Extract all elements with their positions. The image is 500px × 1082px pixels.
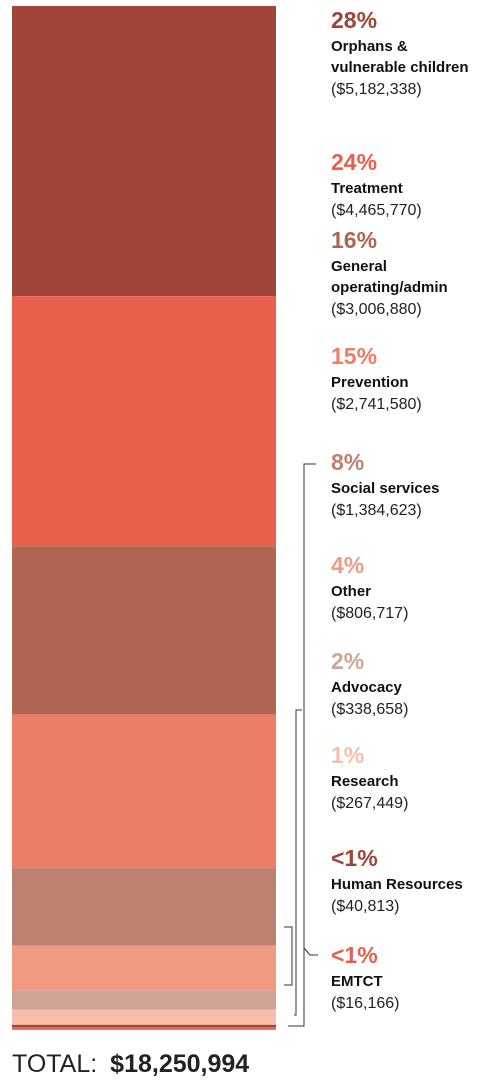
bar-segment-9 [12,1024,276,1028]
bar-segment-2 [12,296,276,547]
segment-label-3-line-2: operating/admin [331,279,448,296]
bracket-pointer [303,947,318,956]
bar-segment-4 [12,714,276,869]
segment-amount-3: ($3,006,880) [331,301,422,318]
segment-label-7-line-1: Advocacy [331,679,403,696]
bar-segment-5 [12,868,276,946]
segment-percent-3: 16% [331,227,377,253]
segment-label-1-line-1: Orphans & [331,38,408,55]
bar-segment-6 [12,945,276,991]
segment-percent-5: 8% [331,449,364,475]
segment-amount-1: ($5,182,338) [331,81,422,98]
segment-percent-4: 15% [331,343,377,369]
bracket-inner [284,926,293,986]
segment-label-10-line-1: EMTCT [331,973,383,990]
stacked-bar [12,6,276,1030]
total-label: TOTAL: [12,1050,97,1078]
segment-amount-7: ($338,658) [331,701,408,718]
total-row: TOTAL: $18,250,994 [12,1050,249,1078]
segment-percent-1: 28% [331,7,377,33]
segment-label-6-line-1: Other [331,583,371,600]
segment-percent-8: 1% [331,742,364,768]
segment-label-8-line-1: Research [331,773,399,790]
segment-label-5-line-1: Social services [331,480,439,497]
segment-label-1-line-2: vulnerable children [331,59,469,76]
segment-amount-2: ($4,465,770) [331,202,422,219]
bracket-outer [288,463,316,1027]
total-value: $18,250,994 [110,1050,249,1078]
segment-percent-6: 4% [331,552,364,578]
segment-labels: 28% Orphans & vulnerable children ($5,182,3… [331,7,469,1012]
segment-label-3-line-1: General [331,258,387,275]
segment-label-2-line-1: Treatment [331,180,403,197]
segment-percent-10: <1% [331,942,378,968]
segment-label-4-line-1: Prevention [331,374,409,391]
segment-amount-4: ($2,741,580) [331,396,422,413]
segment-amount-8: ($267,449) [331,795,408,812]
segment-amount-5: ($1,384,623) [331,502,422,519]
small-segment-brackets [284,463,318,1027]
segment-amount-6: ($806,717) [331,605,408,622]
segment-label-9-line-1: Human Resources [331,876,463,893]
bar-segment-10 [12,1027,276,1030]
bar-segment-7 [12,990,276,1010]
segment-amount-9: ($40,813) [331,898,400,915]
bar-segment-1 [12,6,276,297]
segment-amount-10: ($16,166) [331,995,400,1012]
segment-percent-2: 24% [331,149,377,175]
bar-segment-3 [12,546,276,715]
bar-segment-8 [12,1009,276,1025]
bracket-middle [294,709,302,1016]
segment-percent-7: 2% [331,648,364,674]
segment-percent-9: <1% [331,845,378,871]
